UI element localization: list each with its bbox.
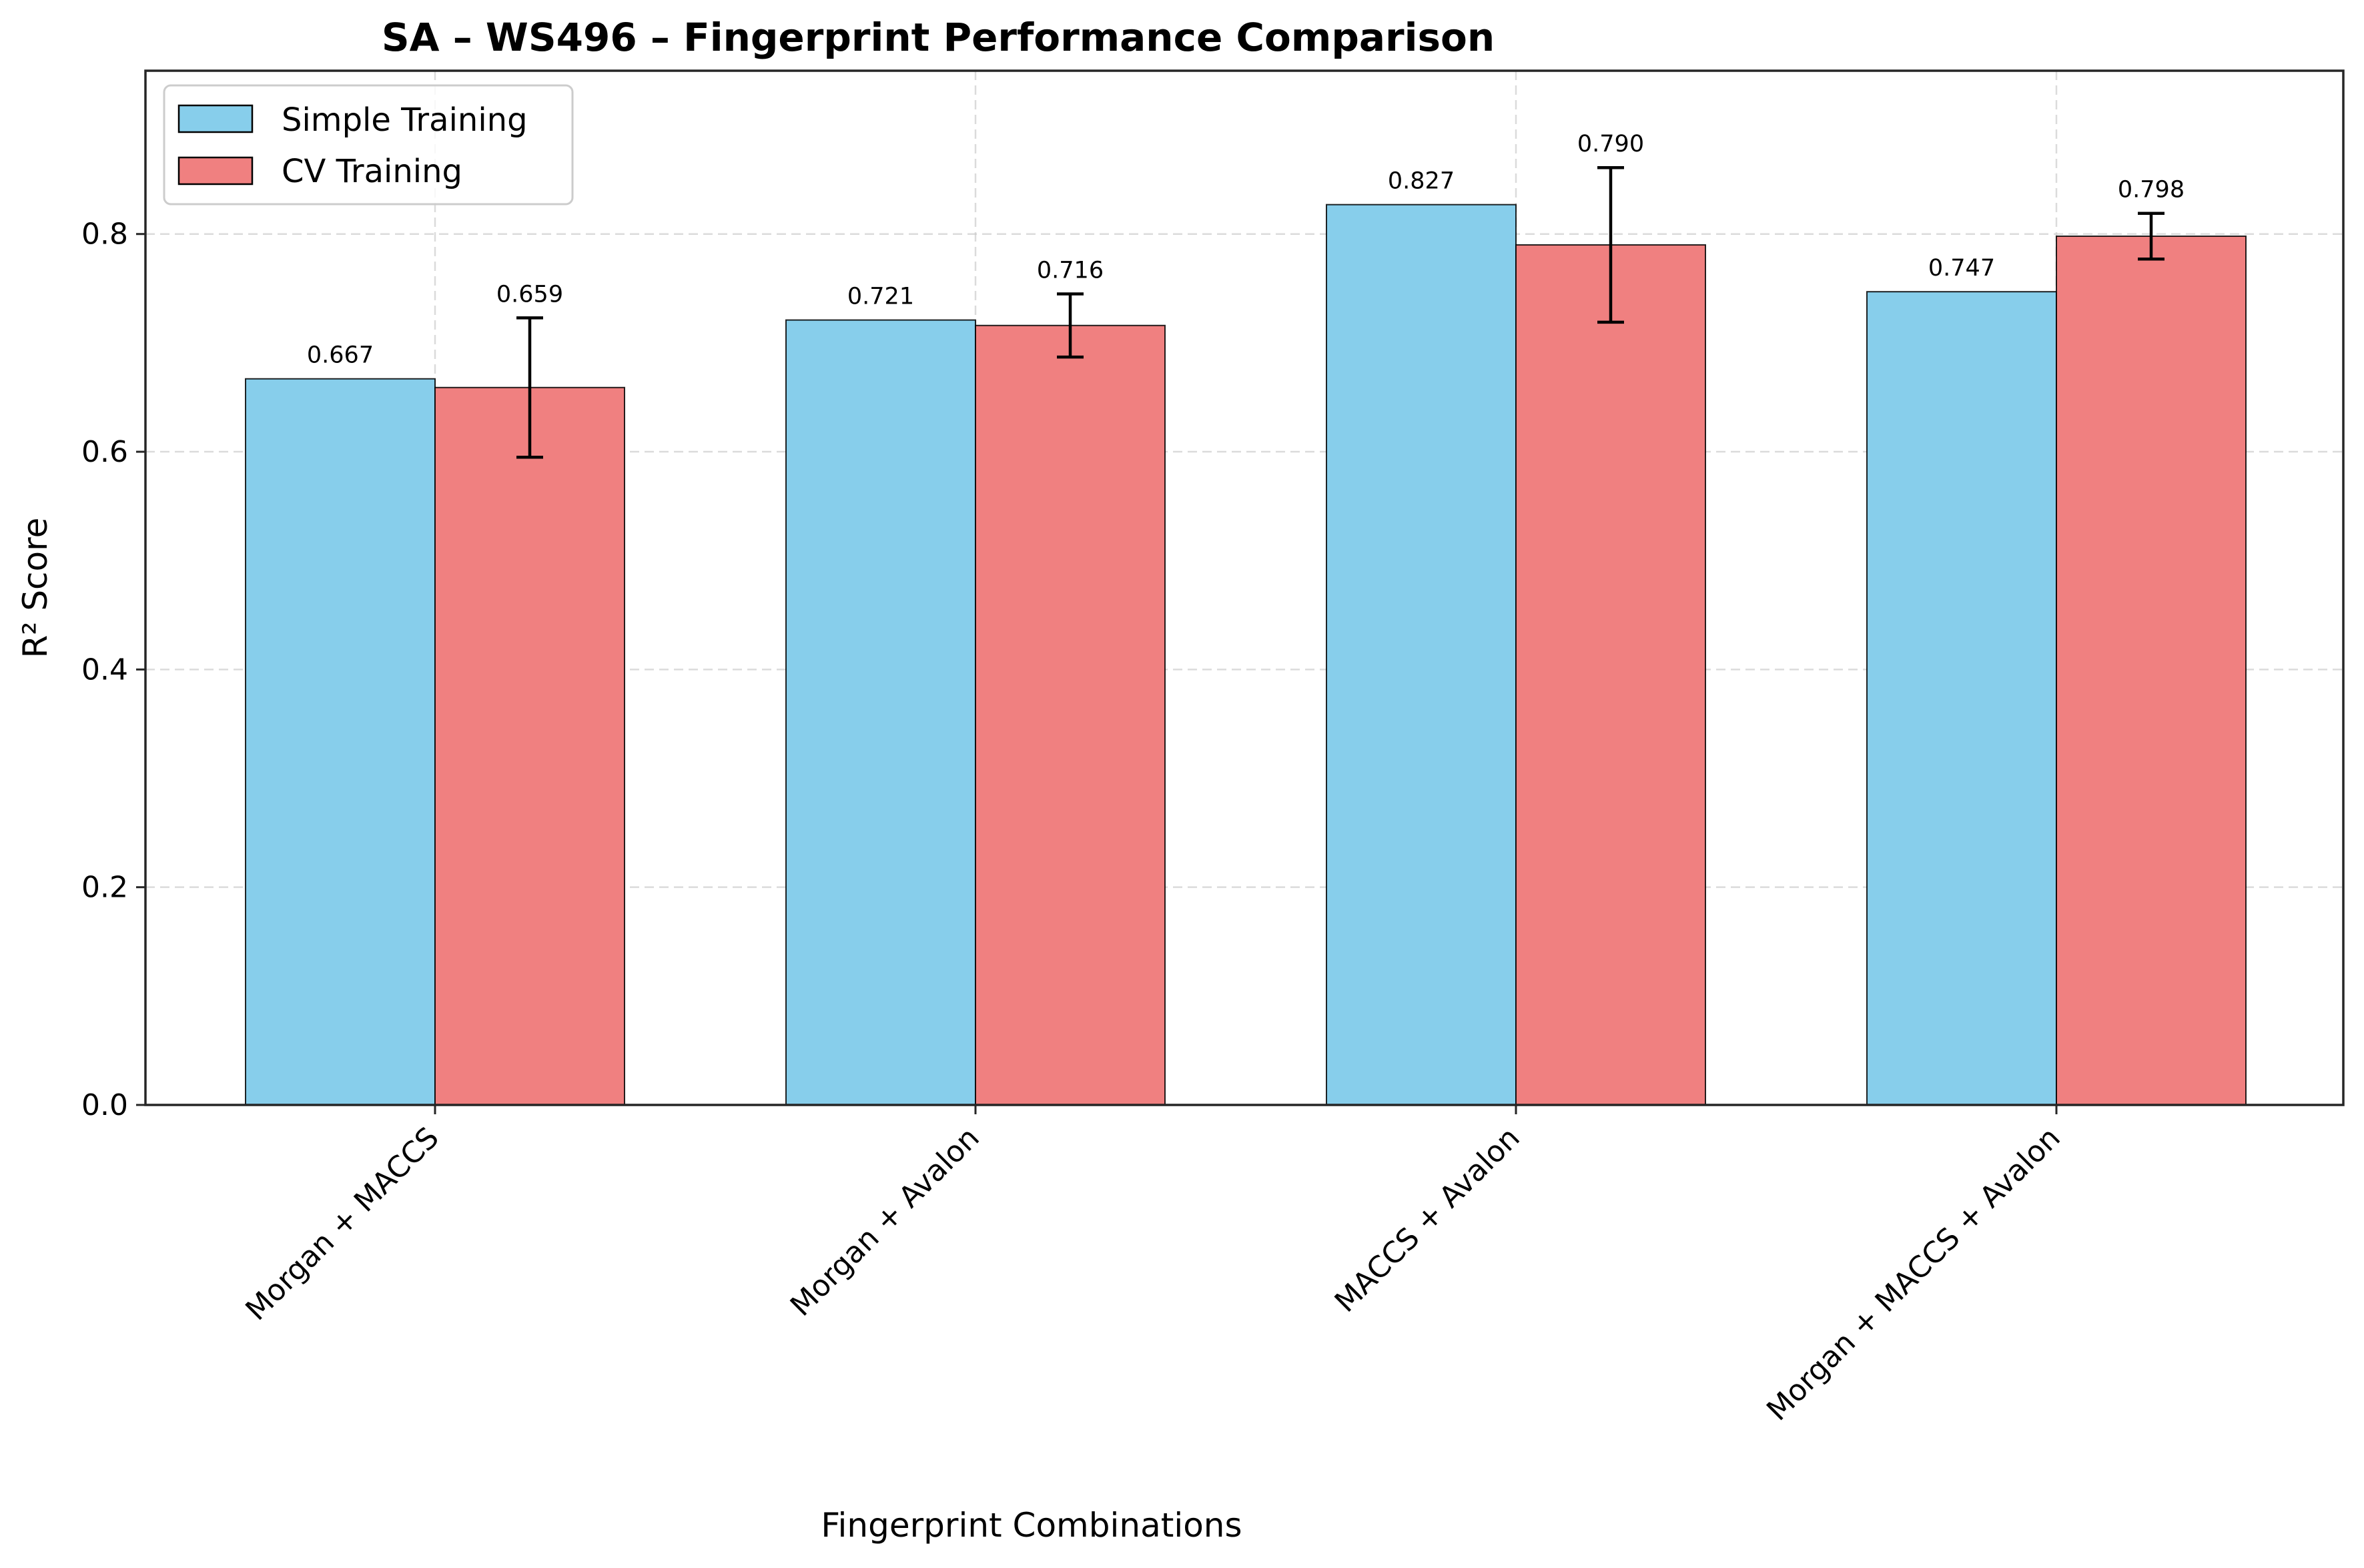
legend: Simple Training CV Training (163, 84, 574, 206)
y-tick-label: 0.6 (81, 435, 128, 469)
data-labels: 0.667 0.659 0.721 0.716 0.827 0.790 0.747 0.798 (307, 131, 2185, 369)
data-label-simple-training: 0.667 (307, 342, 374, 369)
y-tick-label: 0.4 (81, 653, 128, 687)
y-tick-label: 0.8 (81, 218, 128, 252)
legend-swatch-cv-training (177, 156, 254, 185)
bar-cv-training (1515, 244, 1706, 1106)
legend-box (163, 84, 574, 206)
data-label-simple-training: 0.747 (1928, 255, 1995, 282)
bar-simple-training (1866, 291, 2057, 1106)
bar-simple-training (245, 378, 436, 1106)
chart-title: SA – WS496 – Fingerprint Performance Com… (382, 15, 1495, 60)
y-tick-label: 0.2 (81, 871, 128, 905)
data-label-cv-training: 0.659 (496, 281, 563, 308)
data-label-simple-training: 0.827 (1388, 168, 1455, 195)
legend-label-simple-training: Simple Training (282, 101, 528, 139)
data-label-cv-training: 0.716 (1037, 257, 1104, 284)
data-label-cv-training: 0.790 (1577, 131, 1644, 157)
bar-cv-training (2056, 236, 2247, 1106)
bar-simple-training (1326, 204, 1517, 1106)
y-axis-label: R² Score (16, 518, 55, 659)
bar-cv-training (434, 386, 625, 1106)
error-bars (516, 165, 2164, 459)
bars (245, 204, 2247, 1106)
y-tick-label: 0.0 (81, 1088, 128, 1122)
legend-swatch-simple-training (177, 104, 254, 133)
plot-frame (144, 69, 2345, 1106)
y-axis-ticks: 0.0 0.2 0.4 0.6 0.8 (81, 218, 145, 1122)
data-label-simple-training: 0.721 (847, 284, 914, 310)
legend-label-cv-training: CV Training (282, 153, 462, 190)
bar-cv-training (975, 324, 1166, 1106)
data-label-cv-training: 0.798 (2118, 177, 2185, 204)
bar-simple-training (785, 319, 976, 1106)
x-axis-label: Fingerprint Combinations (821, 1506, 1242, 1545)
